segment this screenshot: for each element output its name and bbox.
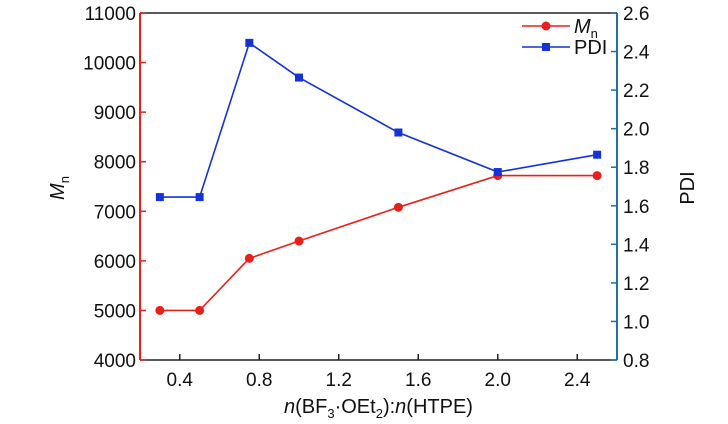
data-point-mn <box>393 202 403 212</box>
left-tick-label: 9000 <box>94 103 136 124</box>
x-axis-title-bf: (BF <box>295 396 327 418</box>
right-tick-label: 0.8 <box>623 351 649 372</box>
left-tick-label: 10000 <box>83 54 136 75</box>
x-tick-label: 1.6 <box>405 370 431 391</box>
right-tick-label: 1.4 <box>623 235 650 256</box>
data-point-mn <box>244 253 254 263</box>
data-point-pdi <box>295 73 303 82</box>
legend: Mn PDI <box>522 16 607 59</box>
right-tick-label: 2.0 <box>623 120 649 141</box>
right-tick-label: 2.6 <box>623 4 649 25</box>
legend-label-pdi: PDI <box>574 37 607 59</box>
right-axis-title: PDI <box>677 171 699 204</box>
data-point-pdi <box>493 168 502 177</box>
x-tick-label: 0.4 <box>167 370 194 391</box>
x-tick-label: 2.4 <box>564 370 591 391</box>
data-point-mn <box>592 171 602 181</box>
right-tick-label: 1.6 <box>623 197 649 218</box>
data-point-mn <box>294 236 304 246</box>
right-tick-label: 1.0 <box>623 312 649 333</box>
right-tick-label: 1.2 <box>623 274 649 295</box>
left-tick-label: 11000 <box>85 4 136 25</box>
left-axis-title-main: M <box>47 183 69 200</box>
legend-label-mn-main: M <box>574 16 591 38</box>
data-point-pdi <box>195 193 204 202</box>
x-axis-title-sub3: 3 <box>327 406 334 421</box>
x-axis-title-oet: ·OEt <box>335 396 377 418</box>
data-point-pdi <box>394 128 403 137</box>
x-tick-label: 1.2 <box>326 370 352 391</box>
legend-label-mn-sub: n <box>591 26 598 41</box>
right-tick-label: 2.4 <box>623 43 650 64</box>
left-tick-label: 8000 <box>94 153 136 174</box>
left-tick-label: 7000 <box>94 202 136 223</box>
x-axis-title-n2: n <box>395 396 406 418</box>
left-tick-label: 4000 <box>94 351 136 372</box>
series-line-mn <box>159 174 598 312</box>
left-axis-title-sub: n <box>57 176 72 183</box>
x-tick-label: 0.8 <box>246 370 272 391</box>
data-point-pdi <box>155 193 164 202</box>
data-point-pdi <box>245 38 254 47</box>
x-axis-title-htpe: (HTPE) <box>406 396 473 418</box>
x-axis-title-sub2: 2 <box>376 406 383 421</box>
x-axis-title: n(BF3·OEt2):n(HTPE) <box>284 396 473 421</box>
left-tick-label: 5000 <box>94 301 136 322</box>
data-point-mn <box>155 305 165 315</box>
right-tick-label: 2.2 <box>623 81 649 102</box>
right-tick-label: 1.8 <box>623 158 649 179</box>
data-point-mn <box>195 305 205 315</box>
data-point-pdi <box>593 150 602 159</box>
legend-marker-pdi <box>542 43 550 51</box>
x-axis-title-close: ): <box>383 396 395 418</box>
x-tick-label: 2.0 <box>485 370 511 391</box>
x-axis-title-n1: n <box>284 396 295 418</box>
legend-marker-mn <box>541 21 551 31</box>
left-axis-title: Mn <box>47 176 72 200</box>
series-line-pdi <box>159 41 598 198</box>
legend-label-mn: Mn <box>574 16 598 41</box>
left-tick-label: 6000 <box>94 252 136 273</box>
